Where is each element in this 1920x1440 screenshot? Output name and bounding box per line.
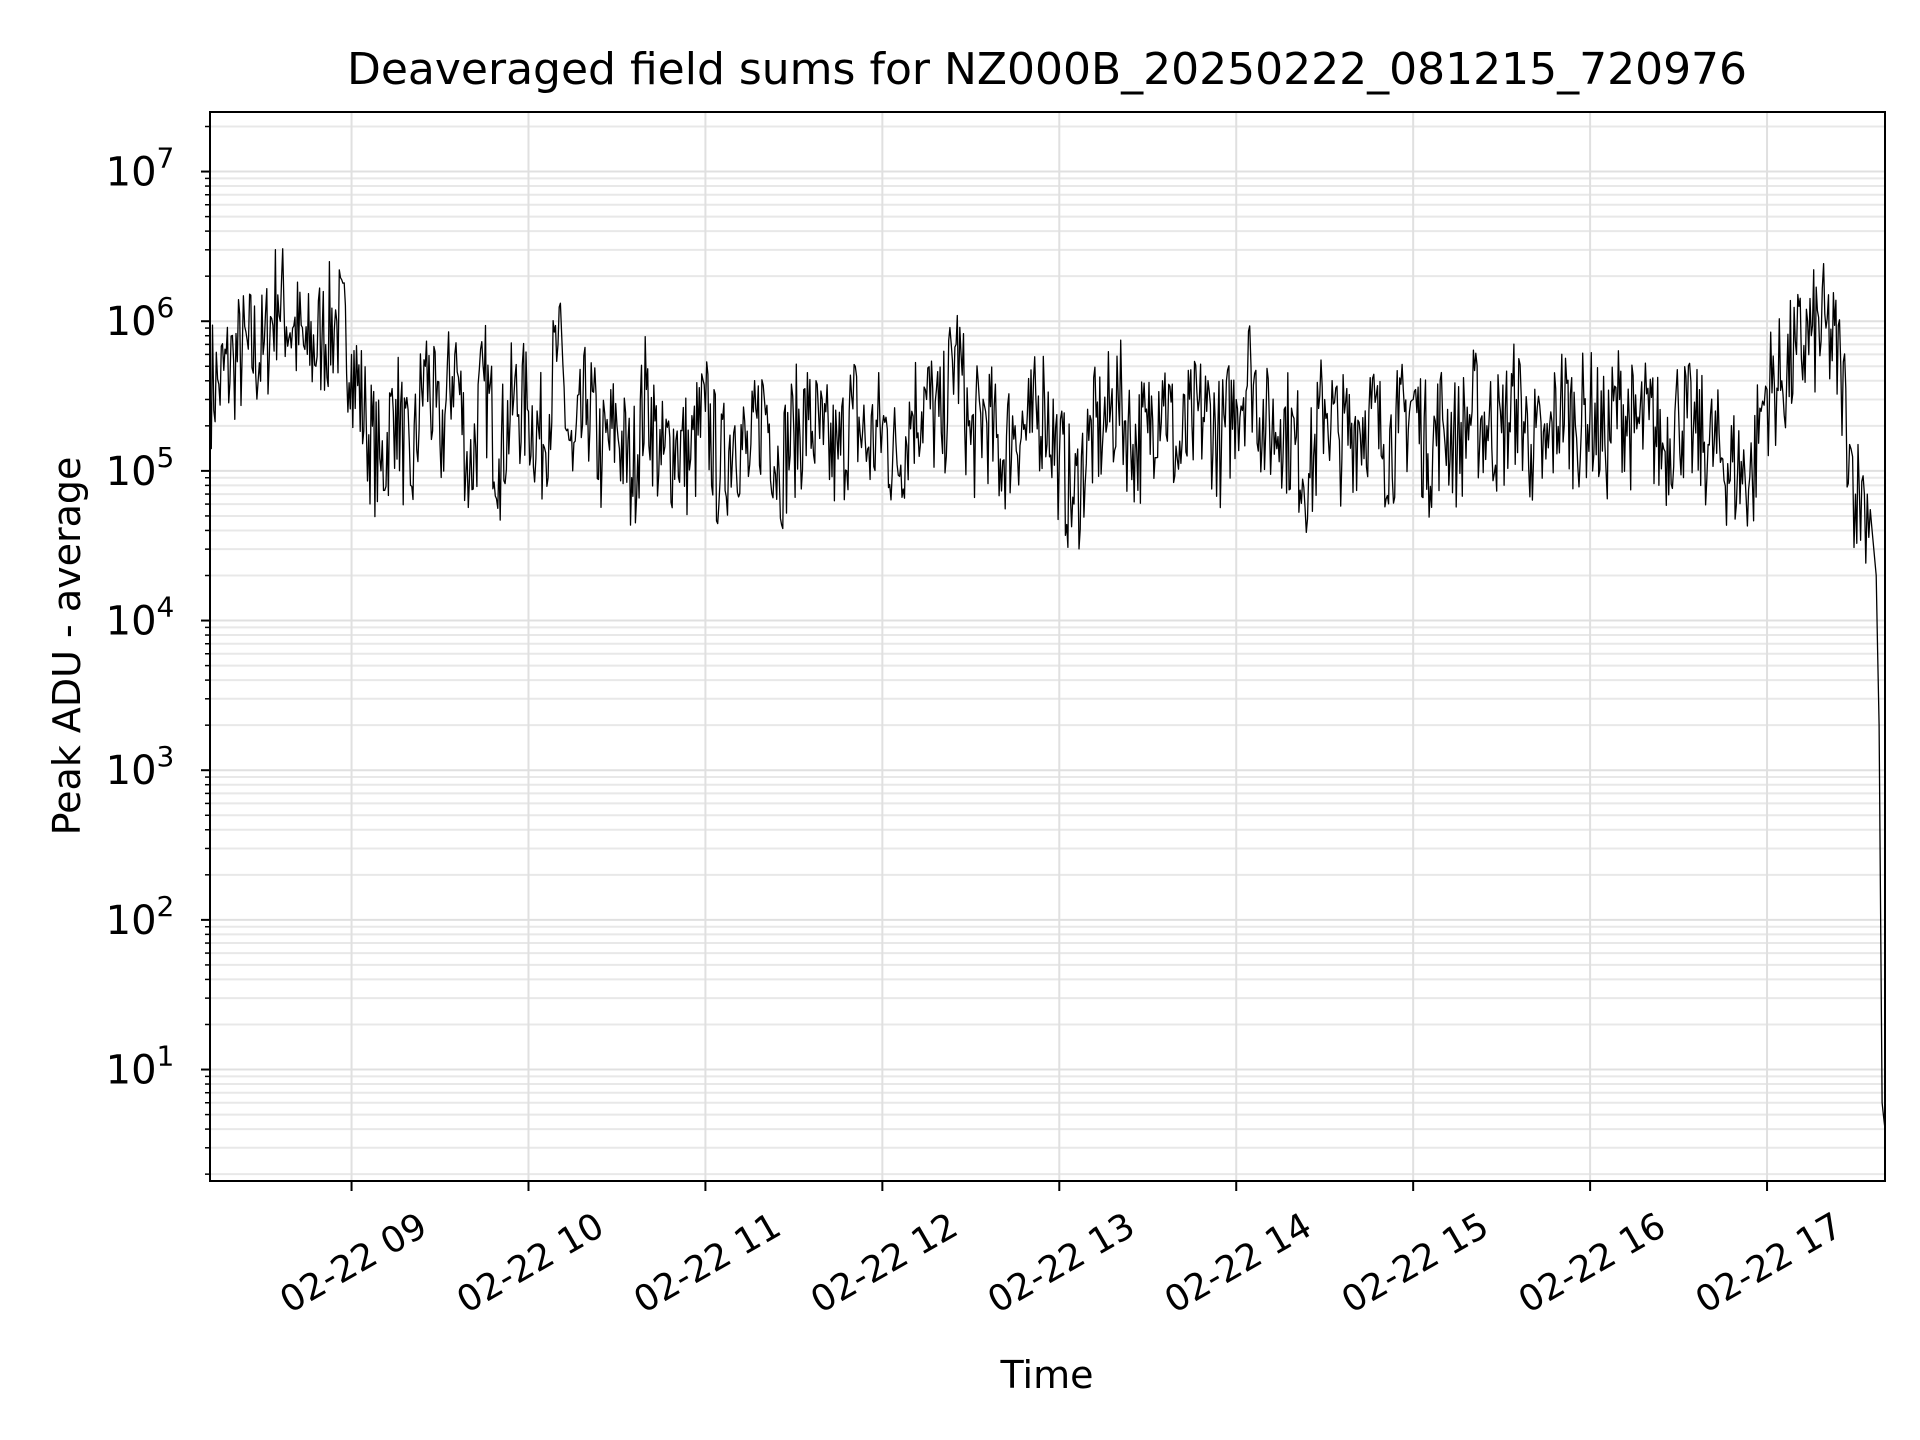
y-tick-label: 107 bbox=[106, 142, 175, 196]
y-tick-label: 105 bbox=[106, 441, 175, 495]
y-axis-label: Peak ADU - average bbox=[45, 457, 89, 836]
y-tick-exponent: 7 bbox=[157, 142, 175, 175]
y-tick-base: 10 bbox=[106, 748, 157, 794]
y-tick-label: 104 bbox=[106, 591, 175, 645]
y-tick-exponent: 1 bbox=[157, 1040, 175, 1073]
y-tick-base: 10 bbox=[106, 449, 157, 495]
series-line bbox=[209, 248, 1886, 1130]
y-tick-exponent: 3 bbox=[157, 740, 175, 773]
y-tick-label: 102 bbox=[106, 890, 175, 944]
chart-title: Deaveraged field sums for NZ000B_2025022… bbox=[347, 44, 1747, 95]
y-tick-exponent: 4 bbox=[157, 591, 175, 624]
series-layer bbox=[209, 248, 1886, 1130]
y-tick-base: 10 bbox=[106, 898, 157, 944]
plot-frame bbox=[209, 111, 1886, 1182]
y-tick-base: 10 bbox=[106, 150, 157, 196]
y-tick-base: 10 bbox=[106, 599, 157, 645]
y-tick-exponent: 6 bbox=[157, 291, 175, 324]
y-tick-label: 101 bbox=[106, 1040, 175, 1094]
y-tick-base: 10 bbox=[106, 1048, 157, 1094]
y-tick-exponent: 5 bbox=[157, 441, 175, 474]
y-tick-label: 106 bbox=[106, 291, 175, 345]
y-tick-exponent: 2 bbox=[157, 890, 175, 923]
grid bbox=[210, 112, 1885, 1181]
y-tick-base: 10 bbox=[106, 299, 157, 345]
x-axis-label: Time bbox=[1000, 1353, 1094, 1397]
y-tick-label: 103 bbox=[106, 740, 175, 794]
